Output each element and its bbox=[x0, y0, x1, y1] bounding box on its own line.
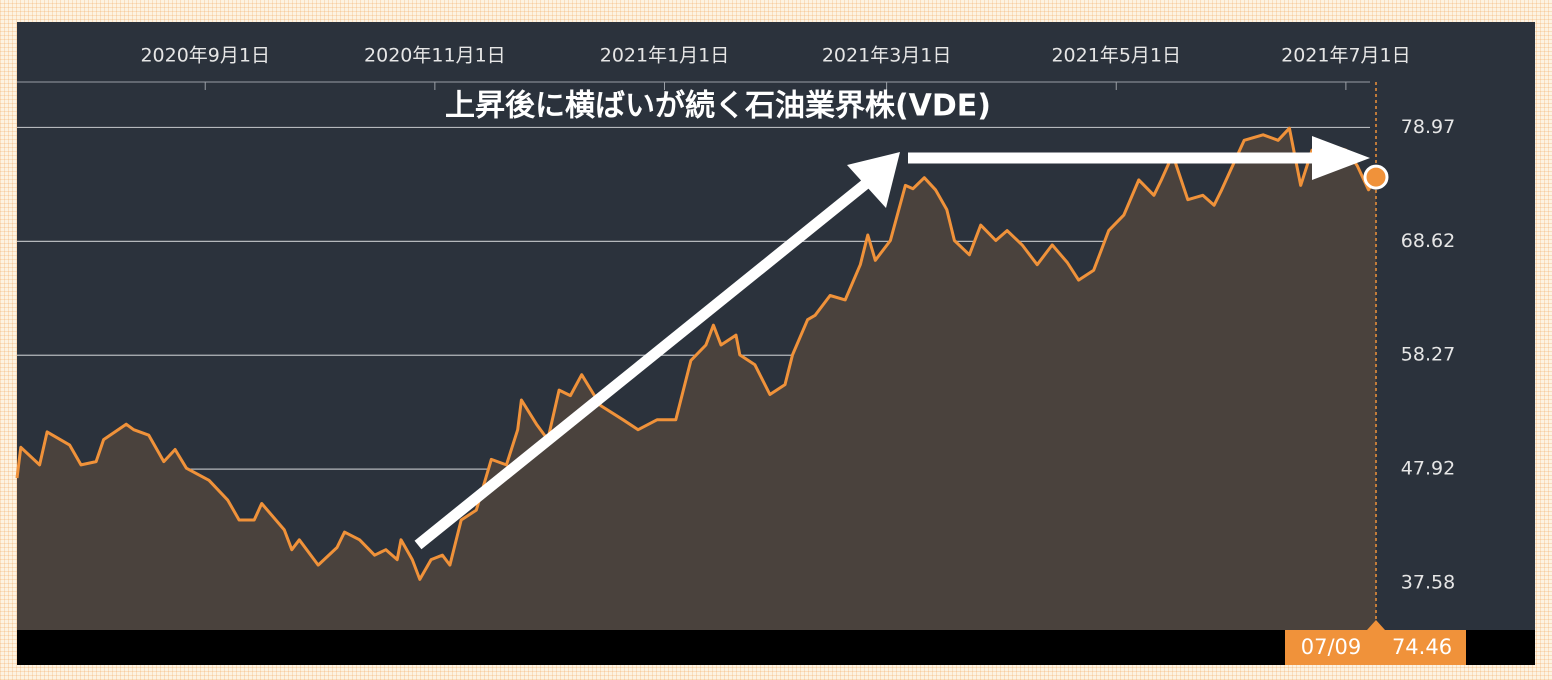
arrow-head bbox=[1312, 136, 1370, 180]
area-fill bbox=[17, 128, 1376, 630]
cursor-box bbox=[1285, 630, 1466, 665]
last-point bbox=[1363, 164, 1389, 190]
x-tick-label: 2021年7月1日 bbox=[1281, 45, 1411, 67]
data-layer: 37.58 47.92 58.27 68.62 78.97 2020年9月1日 2020年1… bbox=[15, 45, 1455, 630]
price-line bbox=[15, 126, 1378, 581]
x-tick-label: 2021年3月1日 bbox=[822, 45, 952, 67]
bottom-band bbox=[17, 630, 1535, 665]
y-tick-label: 47.92 bbox=[1401, 458, 1455, 480]
x-tick-label: 2021年1月1日 bbox=[600, 45, 730, 67]
x-tick-label: 2020年11月1日 bbox=[364, 45, 506, 67]
chart-title: 上昇後に横ばいが続く石油業界株(VDE) bbox=[445, 89, 991, 124]
cursor: 07/09 74.46 bbox=[1285, 82, 1466, 665]
cursor-pointer bbox=[1367, 620, 1385, 630]
annotation-arrows bbox=[414, 136, 1370, 550]
cursor-value: 74.46 bbox=[1392, 635, 1452, 659]
arrow-up bbox=[414, 177, 872, 550]
y-tick-label: 68.62 bbox=[1401, 230, 1455, 252]
y-tick-label: 37.58 bbox=[1401, 571, 1455, 593]
arrow-head bbox=[847, 152, 900, 208]
x-tick-label: 2020年9月1日 bbox=[140, 45, 270, 67]
x-tick-label: 2021年5月1日 bbox=[1051, 45, 1181, 67]
y-tick-label: 58.27 bbox=[1401, 344, 1455, 366]
cursor-date: 07/09 bbox=[1301, 635, 1362, 659]
y-tick-label: 78.97 bbox=[1401, 116, 1455, 138]
